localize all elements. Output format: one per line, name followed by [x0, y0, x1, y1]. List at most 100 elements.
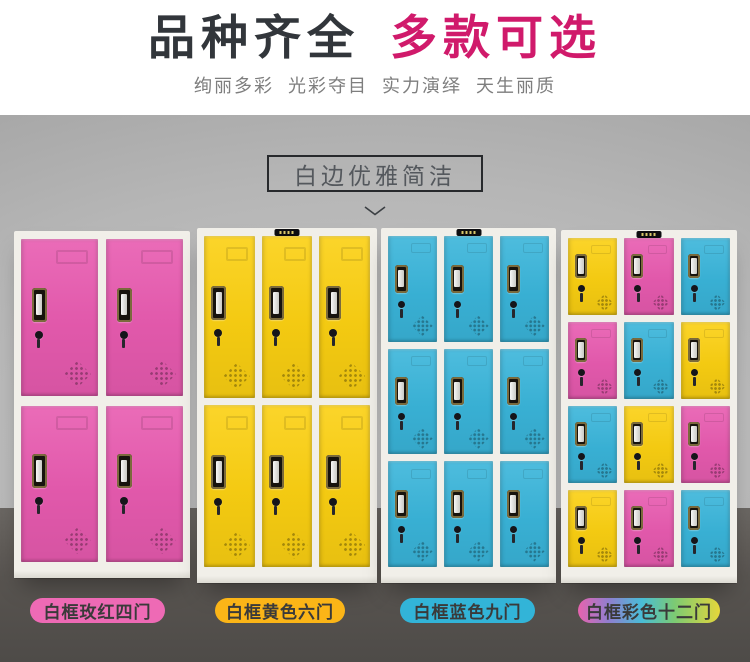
door-vent-holes [652, 294, 670, 312]
door-handle [211, 286, 227, 321]
page-title: 品种齐全 多款可选 [0, 0, 750, 64]
door-handle-recess [634, 258, 641, 274]
door-key-lock [634, 537, 642, 555]
header-section: 品种齐全 多款可选 绚丽多彩 光彩夺目 实力演绎 天生丽质 [0, 0, 750, 115]
door-vent-holes [523, 540, 545, 562]
door-key-lock [690, 537, 698, 555]
locker-door-yellow [680, 322, 731, 399]
door-handle-recess [634, 426, 641, 442]
door-key-lock [119, 497, 128, 514]
door-key-lock [453, 300, 461, 318]
door-vent-holes [280, 362, 308, 390]
door-handle-recess [121, 460, 128, 482]
door-vent-holes [149, 527, 177, 555]
door-handle [687, 254, 700, 279]
door-key-lock [577, 285, 585, 303]
style-banner-label: 白边优雅简洁 [294, 162, 456, 189]
door-label-slot [467, 356, 487, 367]
door-handle-recess [510, 494, 517, 513]
locker-door-yellow [319, 405, 370, 567]
door-vent-holes [411, 428, 433, 450]
door-label-slot [703, 496, 724, 506]
locker-door-pink [106, 405, 183, 562]
locker-door-yellow [261, 405, 313, 567]
door-handle [450, 377, 464, 406]
door-label-slot [703, 412, 724, 422]
door-handle-recess [577, 342, 584, 358]
door-vent-holes [708, 546, 726, 564]
door-key-lock [453, 413, 461, 431]
locker-label-pill: 白框彩色十二门 [578, 598, 720, 623]
door-vent-holes [411, 540, 433, 562]
door-key-lock [271, 329, 280, 347]
door-handle [506, 489, 520, 518]
door-handle-recess [330, 461, 337, 484]
door-handle-recess [36, 293, 43, 316]
door-key-lock [634, 369, 642, 387]
door-handle-recess [398, 494, 405, 513]
door-vent-holes [652, 546, 670, 564]
door-label-slot [647, 244, 668, 254]
door-key-lock [509, 413, 517, 431]
door-key-lock [397, 525, 405, 543]
door-key-lock [577, 453, 585, 471]
door-label-slot [703, 244, 724, 254]
door-key-lock [690, 369, 698, 387]
door-handle-recess [273, 461, 280, 484]
door-key-lock [634, 285, 642, 303]
door-handle-recess [577, 510, 584, 526]
page-title-accent: 多款可选 [390, 11, 602, 64]
door-handle-recess [634, 342, 641, 358]
locker-door-blue [680, 490, 731, 567]
door-handle-recess [454, 269, 461, 288]
locker-door-yellow [624, 406, 674, 483]
page-title-dark: 品种齐全 [148, 11, 360, 64]
door-vent-holes [64, 360, 92, 388]
chevron-down-icon [364, 203, 386, 221]
door-handle-recess [273, 292, 280, 315]
door-vent-holes [652, 378, 670, 396]
locker-label-pill: 白框蓝色九门 [400, 598, 535, 623]
door-key-lock [329, 498, 338, 516]
locker-door-blue [388, 236, 437, 342]
locker-base [14, 562, 190, 578]
locker-door-blue [444, 461, 493, 567]
door-vent-holes [338, 531, 366, 559]
locker-door-pink [568, 322, 618, 399]
door-key-lock [577, 537, 585, 555]
door-key-lock [214, 498, 223, 516]
door-handle [450, 489, 464, 518]
door-vent-holes [149, 360, 177, 388]
locker-door-pink [624, 490, 674, 567]
door-handle [631, 506, 644, 531]
locker-door-yellow [568, 490, 618, 567]
door-handle [394, 489, 408, 518]
door-label-slot [523, 468, 543, 479]
locker-door-blue [500, 236, 549, 342]
door-vent-holes [223, 531, 251, 559]
door-label-slot [56, 249, 88, 264]
locker-door-blue [388, 348, 437, 455]
locker-door-yellow [261, 236, 313, 398]
brand-logo-text [461, 231, 476, 234]
door-key-lock [453, 525, 461, 543]
door-handle [211, 455, 227, 490]
door-handle [631, 338, 644, 363]
locker-door-blue [388, 461, 437, 567]
door-label-slot [523, 356, 543, 367]
page-subtitle: 绚丽多彩 光彩夺目 实力演绎 天生丽质 [193, 75, 556, 96]
door-grid [568, 238, 731, 567]
door-label-slot [411, 243, 431, 254]
door-vent-holes [64, 527, 92, 555]
door-label-slot [411, 356, 431, 367]
door-vent-holes [708, 294, 726, 312]
door-key-lock [690, 453, 698, 471]
door-vent-holes [280, 531, 308, 559]
door-key-lock [634, 453, 642, 471]
door-handle-recess [215, 461, 222, 484]
locker-door-blue [680, 238, 731, 315]
door-vent-holes [523, 315, 545, 337]
door-handle-recess [690, 510, 697, 526]
door-handle [31, 287, 47, 322]
